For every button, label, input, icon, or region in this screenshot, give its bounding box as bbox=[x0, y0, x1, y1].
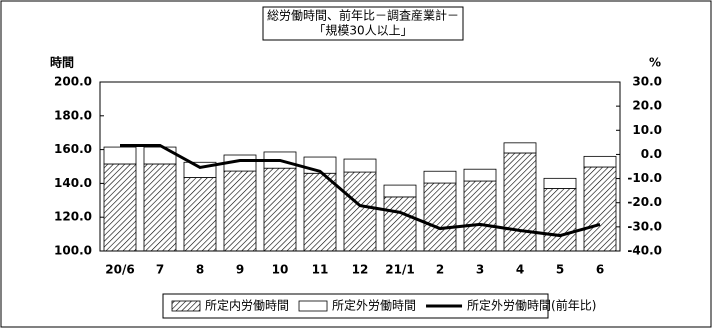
y2-tick-label: 10.0 bbox=[632, 123, 662, 137]
y2-axis-label: % bbox=[649, 56, 661, 70]
x-tick-label: 11 bbox=[312, 263, 329, 277]
bar-segment bbox=[303, 172, 337, 252]
x-tick-label: 21/1 bbox=[385, 263, 414, 277]
legend-label: 所定外労働時間(前年比) bbox=[467, 298, 596, 313]
legend-swatch bbox=[298, 300, 328, 312]
bar-segment bbox=[343, 158, 377, 173]
chart-title: 総労働時間、前年比－調査産業計－ bbox=[267, 8, 459, 23]
bar-segment bbox=[543, 188, 577, 252]
bar-segment bbox=[143, 146, 177, 165]
y-tick-label: 120.0 bbox=[54, 210, 92, 224]
y2-tick-label: -10.0 bbox=[627, 171, 662, 185]
x-tick-label: 3 bbox=[476, 263, 484, 277]
y2-tick-label: -20.0 bbox=[627, 195, 662, 209]
x-tick-label: 7 bbox=[156, 263, 164, 277]
y-tick-label: 200.0 bbox=[54, 75, 92, 89]
x-tick-label: 20/6 bbox=[105, 263, 134, 277]
y-axis-label: 時間 bbox=[50, 55, 74, 70]
x-tick-label: 9 bbox=[236, 263, 244, 277]
y2-tick-label: 0.0 bbox=[641, 147, 662, 161]
bar-segment bbox=[103, 146, 137, 165]
y-tick-label: 160.0 bbox=[54, 142, 92, 156]
title-box bbox=[262, 6, 464, 41]
y2-tick-label: -30.0 bbox=[627, 219, 662, 233]
bar-segment bbox=[463, 168, 497, 182]
x-tick-label: 5 bbox=[556, 263, 564, 277]
y-tick-label: 140.0 bbox=[54, 176, 92, 190]
y-tick-label: 180.0 bbox=[54, 108, 92, 122]
bar-segment bbox=[583, 166, 617, 252]
bar-segment bbox=[103, 163, 137, 252]
x-tick-label: 8 bbox=[196, 263, 204, 277]
y2-tick-label: 30.0 bbox=[632, 75, 662, 89]
bar-segment bbox=[143, 163, 177, 252]
y-tick-label: 100.0 bbox=[54, 244, 92, 258]
x-tick-label: 4 bbox=[516, 263, 524, 277]
bar-segment bbox=[423, 170, 457, 184]
bar-segment bbox=[503, 142, 537, 154]
y2-tick-label: -40.0 bbox=[627, 244, 662, 258]
y2-tick-label: 20.0 bbox=[632, 99, 662, 113]
legend-label: 所定外労働時間 bbox=[332, 298, 416, 313]
chart-subtitle: 「規模30人以上」 bbox=[313, 23, 412, 38]
bar-segment bbox=[503, 152, 537, 252]
plot-area bbox=[99, 81, 621, 252]
x-tick-label: 6 bbox=[596, 263, 604, 277]
legend bbox=[162, 293, 549, 319]
legend-label: 所定内労働時間 bbox=[205, 298, 289, 313]
bar-segment bbox=[263, 167, 297, 252]
bar-segment bbox=[383, 184, 417, 198]
line bbox=[120, 143, 601, 238]
bar-segment bbox=[223, 170, 257, 252]
x-tick-label: 2 bbox=[436, 263, 444, 277]
bar-segment bbox=[343, 171, 377, 252]
bar-segment bbox=[463, 180, 497, 252]
bar-segment bbox=[383, 196, 417, 252]
legend-swatch bbox=[171, 300, 201, 312]
bar-segment bbox=[183, 177, 217, 252]
bar-segment bbox=[543, 177, 577, 189]
bar-segment bbox=[423, 182, 457, 252]
bar-segment bbox=[583, 155, 617, 168]
x-tick-label: 10 bbox=[272, 263, 289, 277]
x-tick-label: 12 bbox=[352, 263, 369, 277]
